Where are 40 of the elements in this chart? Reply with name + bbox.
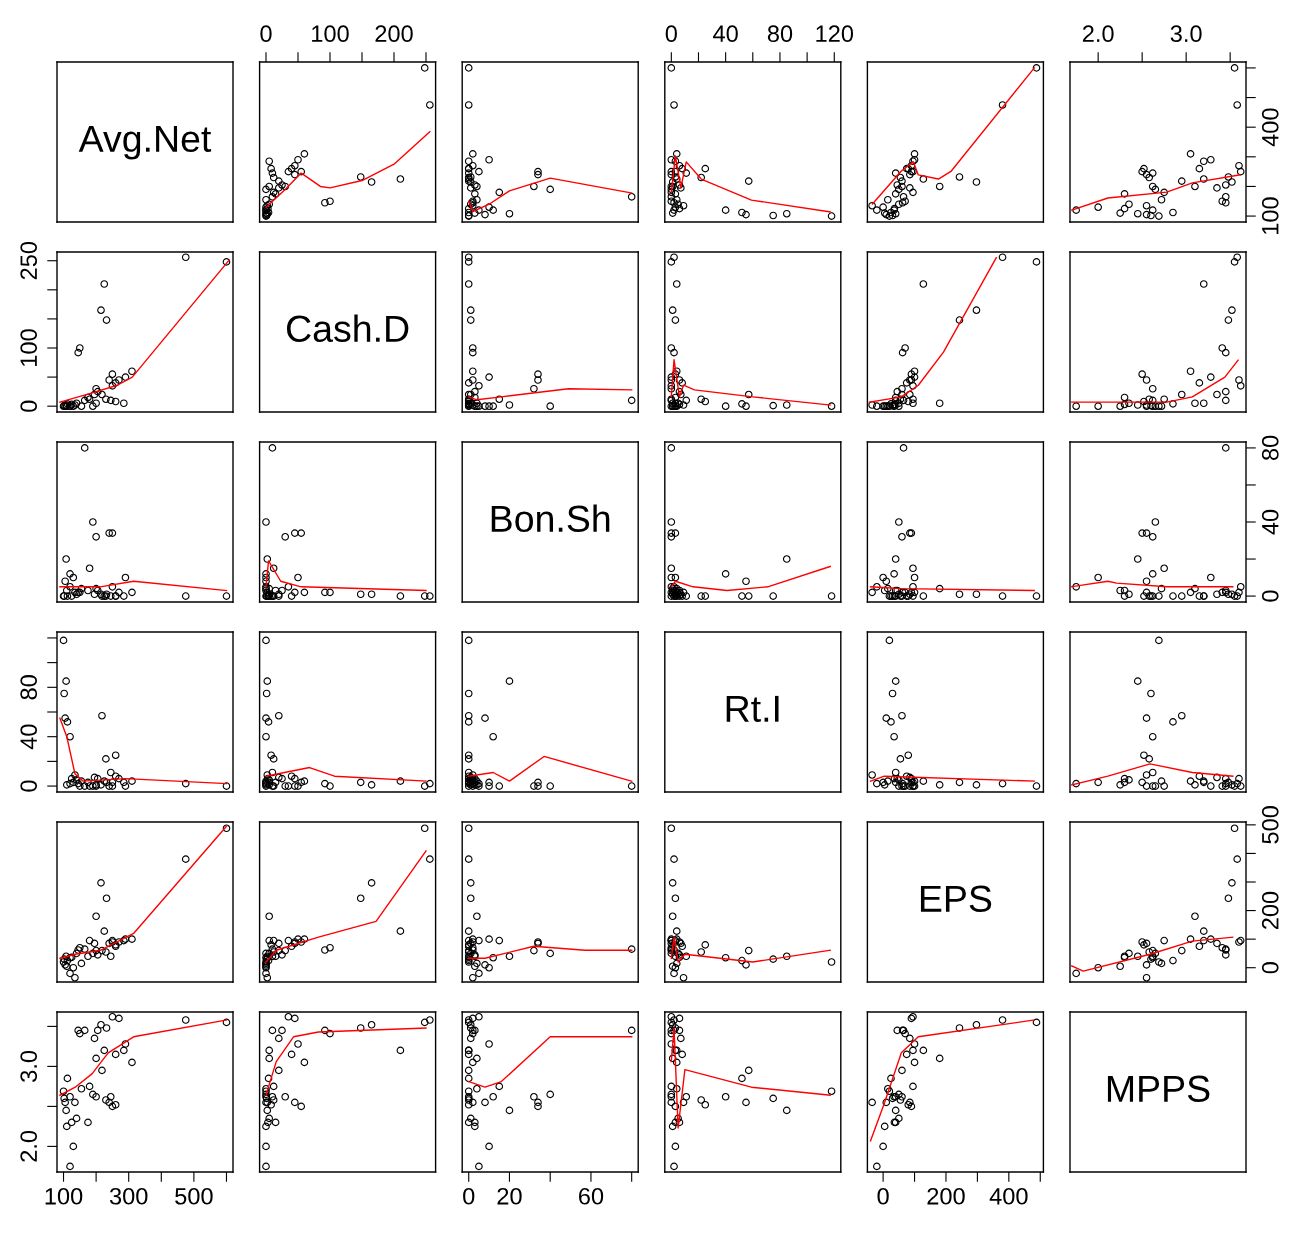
- x-tick-label: 400: [989, 1187, 1028, 1205]
- x-tick-label: 2.0: [1082, 25, 1114, 43]
- x-tick-label: 200: [927, 1187, 965, 1205]
- text: Avg.Net: [78, 125, 212, 160]
- y-tick-label: 0: [1261, 590, 1279, 602]
- x-tick-label: 0: [877, 1187, 889, 1205]
- y-tick-label: 200: [1261, 891, 1279, 930]
- x-tick-label: 0: [260, 25, 272, 43]
- text: Rt.I: [726, 695, 779, 722]
- x-tick-label: 200: [375, 25, 413, 43]
- x-tick-label: 0: [665, 25, 677, 43]
- x-tick-label: 80: [767, 25, 793, 43]
- x-tick-label: 120: [816, 25, 854, 43]
- y-tick-label: 3.0: [20, 1050, 38, 1082]
- y-tick-label: 80: [1261, 435, 1279, 461]
- y-tick-label: 80: [20, 675, 38, 700]
- y-tick-label: 100: [1261, 197, 1279, 234]
- text: EPS: [920, 885, 992, 913]
- x-tick-label: 100: [45, 1187, 83, 1205]
- x-tick-label: 0: [463, 1187, 475, 1205]
- y-tick-label: 400: [1261, 108, 1279, 147]
- y-tick-label: 500: [1261, 806, 1279, 844]
- text: MPPS: [1107, 1075, 1210, 1103]
- y-tick-label: 2.0: [20, 1130, 38, 1162]
- x-tick-label: 100: [312, 25, 349, 43]
- y-tick-label: 0: [1261, 962, 1279, 974]
- x-tick-label: 20: [497, 1187, 522, 1205]
- x-tick-label: 3.0: [1170, 25, 1202, 43]
- y-tick-label: 40: [1261, 509, 1279, 535]
- y-tick-label: 0: [20, 400, 38, 412]
- text: Cash.D: [286, 314, 409, 343]
- x-tick-label: 300: [109, 1187, 148, 1205]
- y-tick-label: 250: [20, 241, 38, 280]
- y-tick-label: 100: [20, 329, 38, 366]
- y-tick-label: 40: [20, 724, 38, 750]
- y-tick-label: 0: [20, 780, 38, 792]
- x-tick-label: 500: [175, 1187, 213, 1205]
- text: Bon.Sh: [491, 504, 610, 533]
- x-tick-label: 60: [579, 1187, 604, 1205]
- x-tick-label: 40: [713, 25, 738, 43]
